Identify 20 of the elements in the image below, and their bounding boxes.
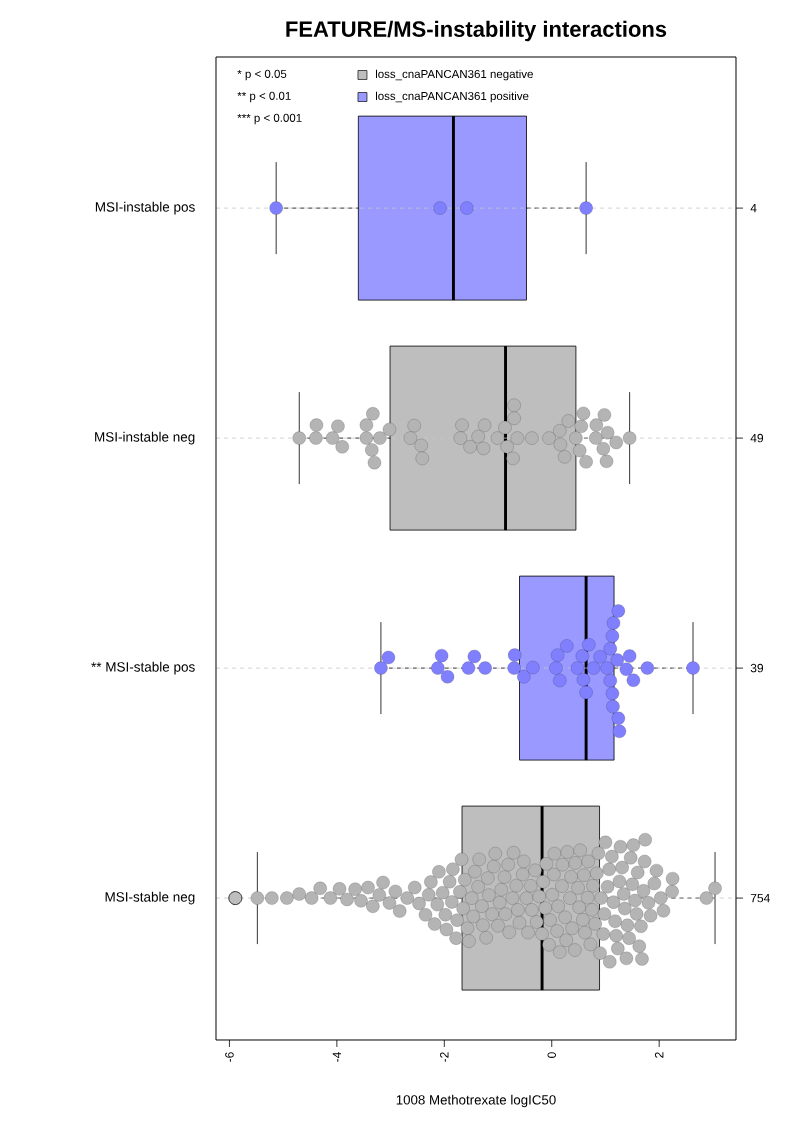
annotation: *** p < 0.001 (237, 113, 302, 125)
x-tick-label: -2 (440, 1052, 449, 1062)
x-tick-label: -4 (332, 1052, 341, 1062)
y2-tick-label: 4 (750, 203, 757, 213)
legend-label: loss_cnaPANCAN361 negative (376, 69, 533, 81)
y2-tick-label: 754 (750, 893, 770, 903)
x-tick-label: 2 (654, 1052, 664, 1058)
annotation: ** p < 0.01 (237, 91, 291, 103)
legend-label: loss_cnaPANCAN361 positive (376, 91, 529, 103)
y-tick-label: MSI-instable neg (95, 431, 195, 445)
y-tick-label: MSI-instable pos (95, 201, 195, 215)
y-tick-label: MSI-stable neg (105, 891, 195, 905)
annotation: * p < 0.05 (237, 69, 287, 81)
y2-tick-label: 39 (750, 663, 764, 673)
x-tick-label: 0 (547, 1052, 556, 1058)
y-tick-label: ** MSI-stable pos (91, 661, 195, 675)
chart-title: FEATURE/MS-instability interactions (286, 20, 667, 42)
y2-tick-label: 49 (750, 433, 764, 443)
x-axis-title: 1008 Methotrexate logIC50 (396, 1094, 556, 1108)
x-tick-label: -6 (225, 1052, 234, 1062)
